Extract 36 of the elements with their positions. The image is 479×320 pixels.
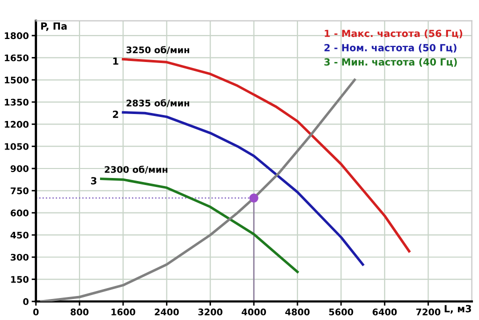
annotation: 3 — [91, 177, 96, 184]
x-axis-title: L, м3 — [444, 304, 472, 314]
x-tick-label: 4800 — [285, 308, 310, 316]
y-tick-label: 900 — [10, 165, 29, 172]
text: 3 - Мин. частота (40 Гц) — [324, 58, 457, 67]
line-series — [40, 78, 356, 302]
y-tick-label: 1650 — [4, 54, 29, 62]
x-tick-label: 5600 — [329, 308, 354, 316]
y-tick-label: 300 — [10, 254, 29, 261]
y-tick-label: 600 — [10, 210, 29, 216]
text: 2 - Ном. частота (50 Гц) — [324, 44, 456, 53]
x-tick-label: 2400 — [154, 308, 179, 316]
y-tick-label: 1800 — [4, 32, 29, 40]
annotation: 3250 об/мин — [126, 46, 190, 54]
y-tick-label: 1350 — [4, 98, 29, 106]
x-tick-label: 4000 — [242, 308, 266, 316]
y-tick-label: 750 — [10, 187, 29, 194]
y-tick-label: 450 — [10, 232, 29, 239]
y-tick-label: 0 — [23, 298, 29, 305]
text: 1 - Макс. частота (56 Гц) — [324, 30, 462, 38]
x-tick-label: 6400 — [372, 308, 397, 316]
annotation: 2 — [112, 110, 118, 118]
y-axis-title: P, Па — [41, 22, 67, 31]
y-tick-label: 1050 — [4, 143, 29, 150]
x-tick-label: 1600 — [112, 308, 136, 316]
x-tick-label: 0 — [33, 308, 39, 316]
y-tick-label: 150 — [11, 276, 29, 283]
x-tick-label: 7200 — [416, 308, 440, 316]
line-series — [100, 178, 299, 274]
y-tick-label: 1500 — [4, 76, 29, 84]
x-tick-label: 800 — [70, 308, 89, 316]
annotation: 2835 об/мин — [126, 99, 190, 108]
y-tick-label: 1200 — [4, 120, 29, 128]
annotation: 2300 об/мин — [104, 166, 168, 174]
x-tick-label: 3200 — [198, 308, 222, 316]
annotation: 1 — [113, 58, 118, 65]
